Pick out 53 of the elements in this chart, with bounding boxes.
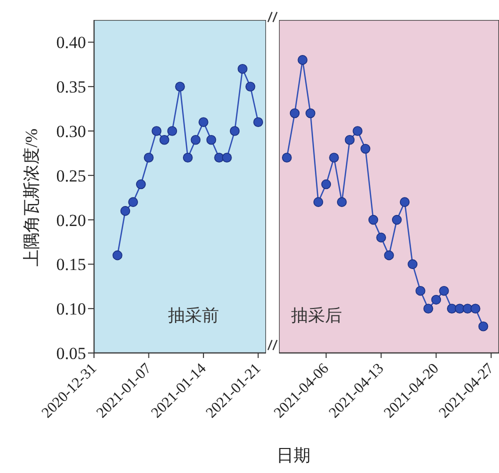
y-tick-label: 0.25 [56,166,86,186]
point [238,64,248,74]
y-tick-label: 0.20 [56,210,86,230]
point [144,152,154,163]
point [222,152,232,163]
point [306,108,316,118]
point [392,214,402,225]
point [478,321,488,332]
point [230,126,240,136]
point [290,108,300,118]
y-tick-label: 0.05 [56,344,86,364]
point [384,250,394,260]
point [439,286,449,296]
point [120,206,130,216]
point [282,152,292,163]
y-tick-label: 0.30 [56,122,86,142]
x-axis-title: 日期 [276,445,312,467]
point [167,126,178,136]
point [416,286,426,296]
point [175,82,185,92]
point [298,55,308,65]
point [182,152,193,163]
point [313,197,324,207]
y-tick-label: 0.35 [56,78,86,97]
point [136,179,146,190]
point [253,117,264,128]
point [128,197,138,207]
point [368,214,378,225]
point [329,152,339,163]
point [152,126,162,136]
point [408,259,418,270]
point [321,179,332,190]
point [423,304,434,314]
point [376,232,386,242]
y-tick-label: 0.15 [56,255,86,274]
point [190,134,201,145]
y-axis-title: 上隅角瓦斯浓度/% [22,128,42,266]
point [360,144,370,154]
point [344,134,355,145]
point [159,134,170,145]
annotation: 抽采前 [168,305,219,327]
y-tick-label: 0.10 [56,300,86,319]
point [198,117,208,128]
point [431,294,442,305]
point [336,197,347,207]
y-tick-label: 0.40 [56,33,86,52]
point [470,304,480,314]
point [400,197,410,207]
point [352,126,362,136]
point [112,250,122,260]
point [206,134,216,145]
annotation: 抽采后 [291,305,342,327]
point [245,82,256,92]
